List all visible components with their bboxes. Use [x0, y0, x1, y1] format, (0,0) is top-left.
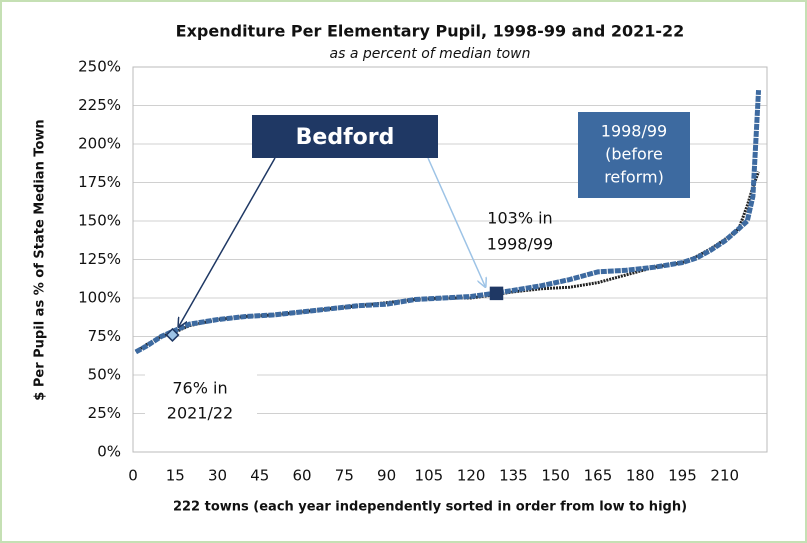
x-tick-label: 0 [128, 467, 138, 485]
callout-box [252, 115, 438, 158]
y-tick-label: 100% [78, 289, 121, 307]
annotation: 1998/99 [487, 235, 553, 254]
x-tick-label: 135 [499, 467, 528, 485]
annotation: 76% in [172, 379, 227, 398]
annotation: 2021/22 [167, 404, 233, 423]
x-tick-label: 30 [208, 467, 227, 485]
y-tick-label: 0% [97, 443, 121, 461]
y-tick-label: 75% [88, 327, 121, 345]
chart-title: Expenditure Per Elementary Pupil, 1998-9… [176, 22, 685, 41]
marker [165, 327, 180, 343]
y-tick-label: 175% [78, 173, 121, 191]
callout-text: (before [605, 145, 663, 164]
chart-subtitle: as a percent of median town [330, 46, 531, 62]
y-tick-label: 200% [78, 135, 121, 153]
callout-text: reform) [604, 168, 664, 187]
y-tick-label: 225% [78, 96, 121, 114]
x-tick-label: 150 [541, 467, 570, 485]
x-tick-label: 60 [293, 467, 312, 485]
x-tick-label: 90 [377, 467, 396, 485]
callout-text: Bedford [296, 125, 395, 150]
y-tick-label: 250% [78, 58, 121, 76]
x-tick-label: 15 [166, 467, 185, 485]
x-axis-label: 222 towns (each year independently sorte… [173, 500, 687, 515]
callout-text: 1998/99 [601, 122, 667, 141]
x-tick-label: 45 [250, 467, 269, 485]
y-tick-label: 125% [78, 250, 121, 268]
x-tick-label: 180 [626, 467, 655, 485]
arrow [179, 157, 276, 326]
series-line [134, 89, 762, 355]
x-tick-label: 195 [668, 467, 697, 485]
arrow [427, 157, 485, 286]
y-tick-label: 150% [78, 212, 121, 230]
label-bg [145, 372, 257, 432]
x-tick-label: 165 [584, 467, 613, 485]
x-tick-label: 120 [457, 467, 486, 485]
callout-box [578, 112, 690, 198]
x-tick-label: 75 [335, 467, 354, 485]
x-tick-label: 210 [710, 467, 739, 485]
marker [489, 286, 504, 301]
plot-border [132, 66, 768, 453]
y-tick-label: 25% [88, 404, 121, 422]
y-axis-label: $ Per Pupil as % of State Median Town [33, 119, 48, 400]
annotation: 103% in [487, 209, 552, 228]
y-tick-label: 50% [88, 366, 121, 384]
x-tick-label: 105 [415, 467, 444, 485]
